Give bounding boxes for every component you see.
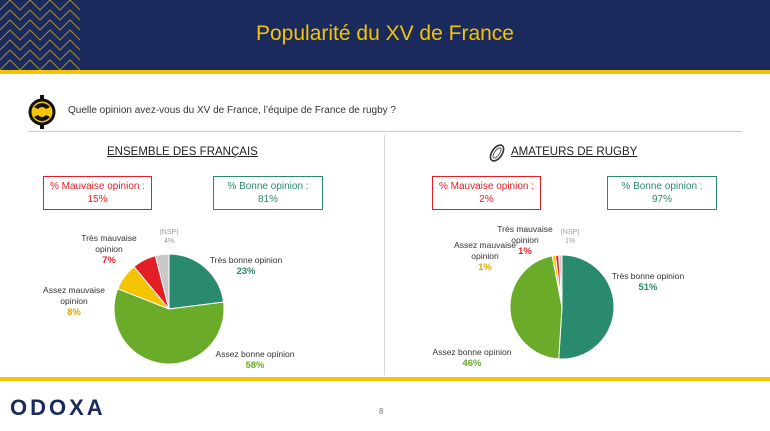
pie-slice-assez-bonne [509, 255, 563, 360]
header-banner: Popularité du XV de France [0, 0, 770, 70]
bad-opinion-box-left: % Mauvaise opinion : 15% [43, 176, 152, 210]
pie-slice-nsp [558, 254, 563, 308]
label-text: Très mauvaise opinion [81, 233, 137, 254]
good-opinion-box-right: % Bonne opinion : 97% [607, 176, 717, 210]
page-number: 8 [379, 407, 384, 416]
good-opinion-value: 97% [651, 194, 672, 205]
label-pct: 1% [478, 262, 492, 273]
label-text: Assez mauvaise opinion [454, 240, 516, 261]
bad-opinion-label: % Mauvaise opinion : [438, 181, 535, 192]
bad-opinion-box-right: % Mauvaise opinion : 2% [432, 176, 541, 210]
label-pct: 46% [462, 358, 482, 369]
label-pct: 1% [518, 246, 532, 257]
label-pct: 4% [163, 238, 175, 245]
label-pct: 51% [638, 282, 658, 293]
bad-opinion-label: % Mauvaise opinion : [49, 181, 146, 192]
data-label-tres-mauvaise-right: Très mauvaise opinion 1% [496, 224, 554, 257]
data-label-nsp-left: (NSP) 4% [150, 228, 188, 246]
data-label-tres-mauvaise-left: Très mauvaise opinion 7% [76, 233, 142, 266]
data-label-nsp-right: (NSP) 1% [552, 228, 588, 246]
label-text: Très bonne opinion [611, 271, 685, 281]
vertical-divider [384, 135, 385, 375]
section-title-right: AMATEURS DE RUGBY [511, 146, 638, 158]
label-text: Assez bonne opinion [432, 347, 512, 357]
header-gold-line [0, 70, 770, 74]
pie-slice-nsp [154, 253, 170, 310]
rugby-ball-icon [489, 144, 505, 162]
good-opinion-label: % Bonne opinion : [227, 181, 309, 192]
question-text: Quelle opinion avez-vous du XV de France… [68, 105, 396, 116]
footer-gold-line [0, 377, 770, 381]
data-label-tres-bonne-left: Très bonne opinion 23% [201, 255, 291, 277]
label-pct: 58% [245, 360, 265, 371]
pie-slice-tres-bonne [168, 253, 225, 310]
data-label-assez-bonne-right: Assez bonne opinion 46% [417, 347, 527, 369]
good-opinion-label: % Bonne opinion : [621, 181, 703, 192]
bad-opinion-value: 15% [87, 194, 108, 205]
label-pct: 7% [102, 255, 116, 266]
data-label-assez-bonne-left: Assez bonne opinion 58% [200, 349, 310, 371]
label-pct: 8% [67, 307, 81, 318]
data-label-assez-mauvaise-left: Assez mauvaise opinion 8% [35, 285, 113, 318]
pie-slice-tres-bonne [558, 254, 615, 360]
chevron-pattern-icon [0, 0, 80, 70]
label-pct: 1% [564, 238, 576, 245]
bad-opinion-value: 2% [479, 194, 494, 205]
section-title-left: ENSEMBLE DES FRANÇAIS [107, 146, 258, 158]
label-text: (NSP) [159, 229, 179, 236]
data-label-tres-bonne-right: Très bonne opinion 51% [600, 271, 696, 293]
label-text: Très bonne opinion [209, 255, 283, 265]
page-title: Popularité du XV de France [256, 22, 514, 45]
odoxa-logo-icon [28, 95, 56, 129]
good-opinion-value: 81% [257, 194, 278, 205]
label-pct: 23% [236, 266, 256, 277]
good-opinion-box-left: % Bonne opinion : 81% [213, 176, 323, 210]
pie-slice-assez-bonne [113, 288, 225, 365]
label-text: Très mauvaise opinion [497, 224, 553, 245]
pie-chart-left [113, 253, 225, 365]
label-text: Assez bonne opinion [215, 349, 295, 359]
divider [28, 131, 742, 132]
odoxa-wordmark: ODOXA [10, 395, 106, 420]
data-label-assez-mauvaise-right: Assez mauvaise opinion 1% [447, 240, 523, 273]
pie-chart-right [509, 254, 615, 360]
label-text: (NSP) [560, 229, 580, 236]
label-text: Assez mauvaise opinion [43, 285, 105, 306]
